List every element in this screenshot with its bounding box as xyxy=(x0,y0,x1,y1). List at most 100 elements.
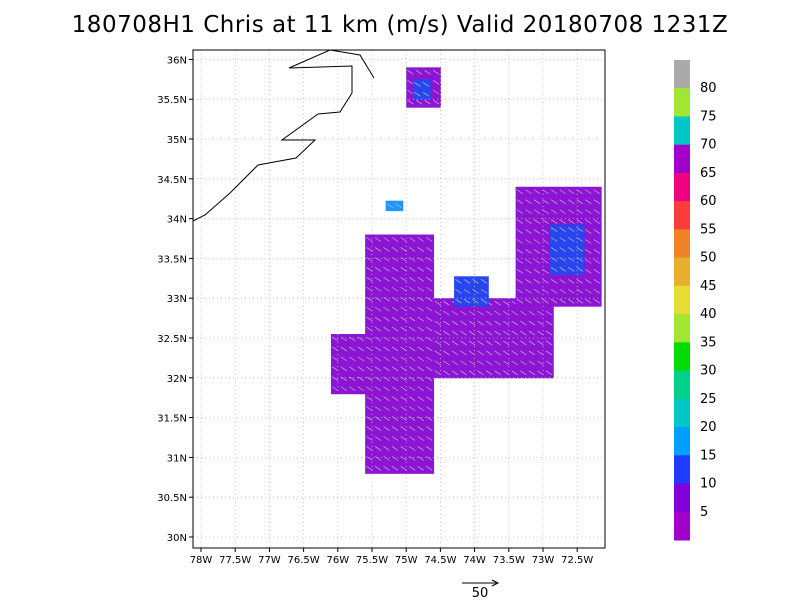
wind-arrow xyxy=(391,386,399,392)
wind-arrow xyxy=(349,356,356,362)
wind-arrow xyxy=(525,199,532,204)
wind-arrow xyxy=(417,396,424,401)
wind-arrow xyxy=(391,356,399,362)
wind-arrow xyxy=(408,466,416,471)
wind-arrow xyxy=(426,406,433,411)
wind-arrow xyxy=(550,199,558,204)
wind-arrow xyxy=(366,426,373,431)
wind-arrow xyxy=(408,257,416,262)
wind-arrow xyxy=(417,267,424,272)
wind-arrow xyxy=(426,376,433,382)
wind-arrow xyxy=(533,269,541,274)
wind-arrow xyxy=(357,376,365,382)
wind-arrow xyxy=(550,288,558,294)
wind-arrow xyxy=(528,360,536,366)
wind-arrow xyxy=(542,298,549,304)
x-tick-label: 76.5W xyxy=(288,555,320,566)
wind-arrow xyxy=(460,340,467,346)
wind-arrow xyxy=(559,257,566,262)
colorbar-label: 30 xyxy=(700,364,717,379)
wind-arrow xyxy=(480,298,488,304)
wind-arrow xyxy=(525,239,532,244)
wind-arrow xyxy=(593,189,601,195)
coastline xyxy=(192,49,375,222)
wind-arrow xyxy=(533,209,541,214)
wind-arrow xyxy=(494,300,501,306)
colorbar-segment xyxy=(674,342,690,372)
wind-arrow xyxy=(503,300,510,306)
wind-arrow xyxy=(525,189,532,195)
wind-arrow xyxy=(477,360,484,366)
wind-arrow xyxy=(559,267,566,272)
wind-arrow xyxy=(426,366,433,372)
wind-arrow xyxy=(443,340,450,346)
wind-arrow xyxy=(391,396,399,401)
wind-arrow xyxy=(528,370,536,376)
wind-arrow xyxy=(408,296,416,302)
reference-arrow-head xyxy=(491,579,500,587)
wind-arrow xyxy=(408,426,416,431)
wind-arrow xyxy=(408,366,416,372)
wind-arrow xyxy=(417,247,424,252)
wind-arrow xyxy=(537,360,544,366)
wind-arrow xyxy=(374,366,382,372)
wind-arrow xyxy=(400,436,407,441)
wind-arrow xyxy=(422,81,430,87)
colorbar-label: 25 xyxy=(700,392,717,407)
wind-arrow xyxy=(576,288,583,294)
wind-arrow xyxy=(417,366,424,372)
wind-arrow xyxy=(516,269,524,274)
wind-arrow xyxy=(533,298,541,304)
wind-arrow xyxy=(559,298,566,304)
wind-arrow xyxy=(533,229,541,234)
wind-arrow xyxy=(426,247,433,252)
wind-arrow xyxy=(374,406,382,411)
wind-arrow xyxy=(533,219,541,224)
chart-title: 180708H1 Chris at 11 km (m/s) Valid 2018… xyxy=(71,12,729,38)
wind-arrow xyxy=(349,336,356,342)
wind-arrow xyxy=(417,446,424,451)
wind-arrow xyxy=(525,298,532,304)
wind-arrow xyxy=(525,229,532,234)
wind-arrow xyxy=(366,396,373,401)
wind-arrow xyxy=(460,320,467,326)
wind-arrow xyxy=(494,350,501,356)
wind-arrow xyxy=(533,288,541,294)
wind-arrow xyxy=(374,416,382,421)
wind-arrow xyxy=(451,340,459,346)
wind-arrow xyxy=(400,247,407,252)
wind-arrow xyxy=(383,237,390,242)
wind-arrow xyxy=(400,306,407,312)
wind-arrow xyxy=(434,370,442,376)
colorbar-label: 40 xyxy=(700,307,717,322)
wind-arrow xyxy=(432,99,440,105)
wind-arrow xyxy=(366,466,373,471)
wind-region-small-cyan xyxy=(385,200,404,212)
y-tick-label: 34.5N xyxy=(157,175,187,186)
wind-arrow xyxy=(417,286,424,292)
wind-arrow xyxy=(550,267,558,272)
wind-arrow xyxy=(332,386,339,392)
wind-arrow xyxy=(593,259,601,264)
colorbar-segment xyxy=(674,370,690,400)
wind-arrow xyxy=(400,396,407,401)
wind-arrow xyxy=(434,320,442,326)
wind-region-north-blob-blue xyxy=(413,79,431,100)
wind-arrow xyxy=(451,310,459,316)
wind-arrow xyxy=(386,203,394,208)
wind-arrow xyxy=(366,286,373,292)
colorbar-segment xyxy=(674,511,690,541)
wind-arrow xyxy=(383,356,390,362)
wind-arrow xyxy=(408,286,416,292)
wind-arrow xyxy=(480,278,488,284)
wind-arrow xyxy=(593,209,601,214)
wind-arrow xyxy=(477,310,484,316)
wind-region-center-blue xyxy=(454,276,489,307)
colorbar-segment xyxy=(674,60,690,89)
wind-arrow xyxy=(568,298,575,304)
colorbar-segment xyxy=(674,88,690,117)
x-tick-label: 72.5W xyxy=(561,555,593,566)
colorbar-segment xyxy=(674,314,690,343)
wind-arrow xyxy=(550,227,558,232)
x-tick-label: 76W xyxy=(326,555,349,566)
